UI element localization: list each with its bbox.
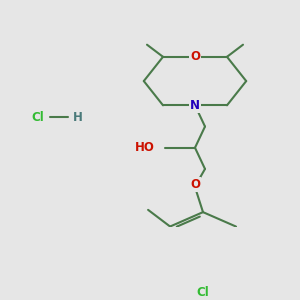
Text: Cl: Cl xyxy=(32,111,44,124)
Text: H: H xyxy=(73,111,83,124)
Text: O: O xyxy=(190,178,200,190)
Text: Cl: Cl xyxy=(196,286,209,299)
Text: N: N xyxy=(190,99,200,112)
Text: O: O xyxy=(190,50,200,63)
Text: HO: HO xyxy=(135,141,155,154)
